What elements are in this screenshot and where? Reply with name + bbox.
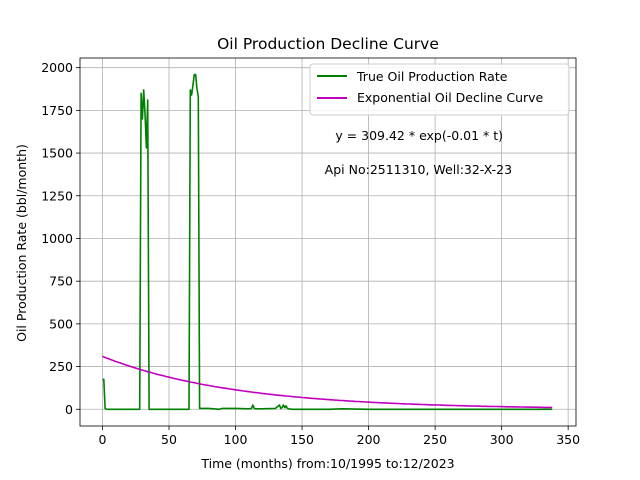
- axis-ticks: 0 50 100 150 200 250 300 350 0 250 500 750 1000 1250 1…: [41, 60, 580, 447]
- well-annotation: Api No:2511310, Well:32-X-23: [325, 162, 512, 177]
- equation-annotation: y = 309.42 * exp(-0.01 * t): [335, 128, 503, 143]
- legend-frame: [309, 63, 570, 116]
- x-tick-label: 300: [490, 432, 514, 447]
- x-tick-label: 0: [99, 432, 107, 447]
- legend: True Oil Production Rate Exponential Oil…: [309, 63, 570, 116]
- y-tick-label: 1250: [41, 188, 73, 203]
- x-tick-label: 50: [161, 432, 177, 447]
- x-axis-label: Time (months) from:10/1995 to:12/2023: [200, 456, 454, 471]
- x-tick-label: 150: [290, 432, 314, 447]
- y-axis-label: Oil Production Rate (bbl/month): [14, 144, 29, 342]
- legend-label-exp-curve: Exponential Oil Decline Curve: [357, 90, 544, 105]
- y-tick-label: 2000: [41, 60, 73, 75]
- y-tick-label: 250: [49, 359, 73, 374]
- x-tick-label: 350: [556, 432, 580, 447]
- plot-frame: [79, 57, 577, 427]
- y-tick-label: 1000: [41, 231, 73, 246]
- y-tick-label: 750: [49, 274, 73, 289]
- y-tick-label: 500: [49, 316, 73, 331]
- y-tick-label: 1500: [41, 146, 73, 161]
- chart-title: Oil Production Decline Curve: [217, 35, 439, 53]
- x-tick-label: 200: [357, 432, 381, 447]
- exponential-decline-line: [102, 355, 553, 409]
- plot-series: [102, 73, 553, 411]
- legend-label-true-rate: True Oil Production Rate: [356, 69, 508, 84]
- x-tick-label: 100: [224, 432, 248, 447]
- true-production-line: [102, 73, 553, 411]
- x-tick-label: 250: [423, 432, 447, 447]
- y-tick-label: 1750: [41, 103, 73, 118]
- y-tick-label: 0: [65, 402, 73, 417]
